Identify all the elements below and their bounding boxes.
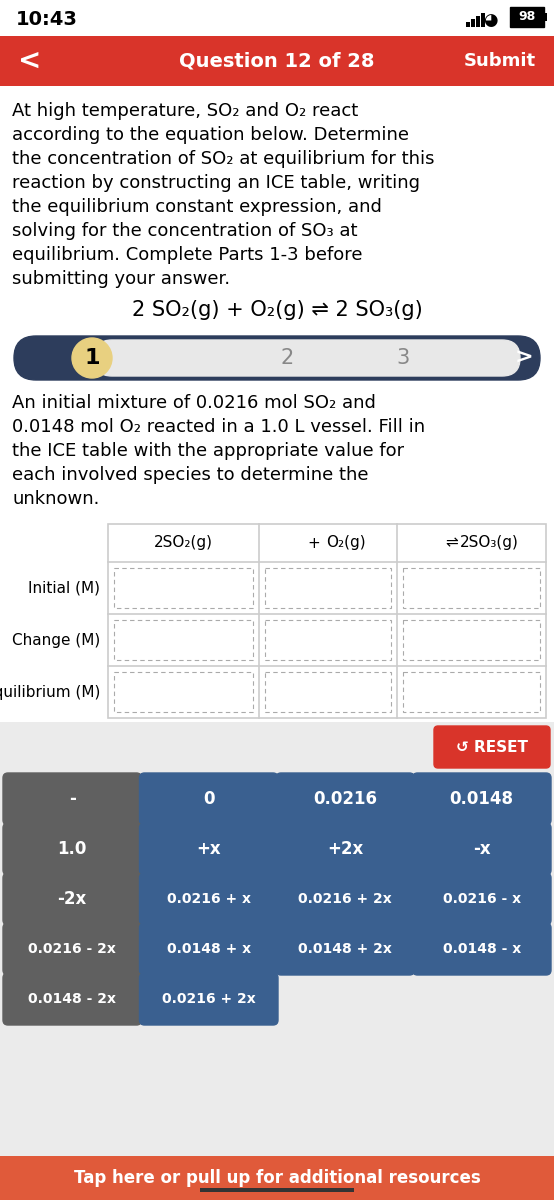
Text: 0.0148 + x: 0.0148 + x <box>167 942 251 956</box>
Text: 0.0148 + 2x: 0.0148 + 2x <box>298 942 392 956</box>
Text: 0.0148 - x: 0.0148 - x <box>443 942 521 956</box>
FancyBboxPatch shape <box>3 923 141 974</box>
FancyBboxPatch shape <box>276 874 414 925</box>
Bar <box>471 19 475 26</box>
Bar <box>476 16 480 26</box>
Text: 98: 98 <box>519 11 536 24</box>
Text: 0.0216 - 2x: 0.0216 - 2x <box>28 942 116 956</box>
Text: each involved species to determine the: each involved species to determine the <box>12 466 368 484</box>
Bar <box>265 568 391 608</box>
FancyBboxPatch shape <box>3 874 141 925</box>
Text: 0.0148 - 2x: 0.0148 - 2x <box>28 992 116 1006</box>
Bar <box>114 672 253 712</box>
Text: 0.0216 + x: 0.0216 + x <box>167 892 251 906</box>
Text: +2x: +2x <box>327 840 363 858</box>
Bar <box>0 722 554 1200</box>
Text: the ICE table with the appropriate value for: the ICE table with the appropriate value… <box>12 442 404 460</box>
FancyBboxPatch shape <box>276 923 414 974</box>
Text: 1.0: 1.0 <box>58 840 87 858</box>
Bar <box>114 568 253 608</box>
FancyBboxPatch shape <box>140 973 278 1025</box>
Text: ⇌: ⇌ <box>445 535 458 551</box>
Text: +: + <box>307 535 320 551</box>
Text: the equilibrium constant expression, and: the equilibrium constant expression, and <box>12 198 382 216</box>
Text: Equilibrium (M): Equilibrium (M) <box>0 684 100 700</box>
Text: 0.0216: 0.0216 <box>313 790 377 808</box>
Text: -: - <box>69 790 76 808</box>
Text: O₂(g): O₂(g) <box>326 535 366 551</box>
Text: reaction by constructing an ICE table, writing: reaction by constructing an ICE table, w… <box>12 174 420 192</box>
Text: 0.0216 + 2x: 0.0216 + 2x <box>299 892 392 906</box>
Circle shape <box>72 338 112 378</box>
Bar <box>466 22 470 26</box>
Text: equilibrium. Complete Parts 1-3 before: equilibrium. Complete Parts 1-3 before <box>12 246 362 264</box>
Text: ↺ RESET: ↺ RESET <box>456 739 528 755</box>
FancyBboxPatch shape <box>3 973 141 1025</box>
FancyBboxPatch shape <box>3 823 141 875</box>
Bar <box>0 36 554 86</box>
Text: 2SO₂(g): 2SO₂(g) <box>154 535 213 551</box>
FancyBboxPatch shape <box>434 726 550 768</box>
FancyBboxPatch shape <box>94 340 520 376</box>
Text: -2x: -2x <box>58 890 87 908</box>
Bar <box>544 13 547 20</box>
Bar <box>0 1156 554 1200</box>
Text: the concentration of SO₂ at equilibrium for this: the concentration of SO₂ at equilibrium … <box>12 150 434 168</box>
FancyBboxPatch shape <box>140 823 278 875</box>
Text: 2: 2 <box>281 348 294 368</box>
Text: Tap here or pull up for additional resources: Tap here or pull up for additional resou… <box>74 1169 480 1187</box>
Text: 1: 1 <box>84 348 100 368</box>
Text: An initial mixture of 0.0216 mol SO₂ and: An initial mixture of 0.0216 mol SO₂ and <box>12 394 376 412</box>
Text: 0.0216 + 2x: 0.0216 + 2x <box>162 992 255 1006</box>
Text: Change (M): Change (M) <box>12 632 100 648</box>
FancyBboxPatch shape <box>413 923 551 974</box>
Text: 0.0216 - x: 0.0216 - x <box>443 892 521 906</box>
FancyBboxPatch shape <box>3 773 141 826</box>
FancyBboxPatch shape <box>413 874 551 925</box>
Text: 0.0148 mol O₂ reacted in a 1.0 L vessel. Fill in: 0.0148 mol O₂ reacted in a 1.0 L vessel.… <box>12 418 425 436</box>
Text: ◕: ◕ <box>483 11 497 29</box>
Text: -x: -x <box>473 840 490 858</box>
FancyBboxPatch shape <box>140 773 278 826</box>
Bar <box>403 672 540 712</box>
Text: <: < <box>18 47 42 74</box>
Text: >: > <box>515 348 534 368</box>
Text: 3: 3 <box>397 348 410 368</box>
Bar <box>265 672 391 712</box>
Text: 0.0148: 0.0148 <box>450 790 514 808</box>
FancyBboxPatch shape <box>276 823 414 875</box>
FancyBboxPatch shape <box>14 336 540 380</box>
Bar <box>200 1188 354 1192</box>
Text: 2SO₃(g): 2SO₃(g) <box>460 535 519 551</box>
Text: Initial (M): Initial (M) <box>28 581 100 595</box>
FancyBboxPatch shape <box>413 823 551 875</box>
FancyBboxPatch shape <box>140 923 278 974</box>
Text: submitting your answer.: submitting your answer. <box>12 270 230 288</box>
Bar <box>0 0 554 36</box>
Bar <box>403 620 540 660</box>
Text: Question 12 of 28: Question 12 of 28 <box>179 52 375 71</box>
Text: unknown.: unknown. <box>12 490 99 508</box>
Text: 2 SO₂(g) + O₂(g) ⇌ 2 SO₃(g): 2 SO₂(g) + O₂(g) ⇌ 2 SO₃(g) <box>132 300 422 320</box>
Bar <box>510 7 544 26</box>
Text: 10:43: 10:43 <box>16 11 78 29</box>
Text: At high temperature, SO₂ and O₂ react: At high temperature, SO₂ and O₂ react <box>12 102 358 120</box>
Text: solving for the concentration of SO₃ at: solving for the concentration of SO₃ at <box>12 222 357 240</box>
Text: 0: 0 <box>203 790 214 808</box>
FancyBboxPatch shape <box>276 773 414 826</box>
Text: according to the equation below. Determine: according to the equation below. Determi… <box>12 126 409 144</box>
FancyBboxPatch shape <box>140 874 278 925</box>
Bar <box>403 568 540 608</box>
Text: +x: +x <box>197 840 221 858</box>
Bar <box>481 13 485 26</box>
Text: Submit: Submit <box>464 52 536 70</box>
Bar <box>114 620 253 660</box>
Bar <box>265 620 391 660</box>
Bar <box>108 524 546 718</box>
FancyBboxPatch shape <box>413 773 551 826</box>
